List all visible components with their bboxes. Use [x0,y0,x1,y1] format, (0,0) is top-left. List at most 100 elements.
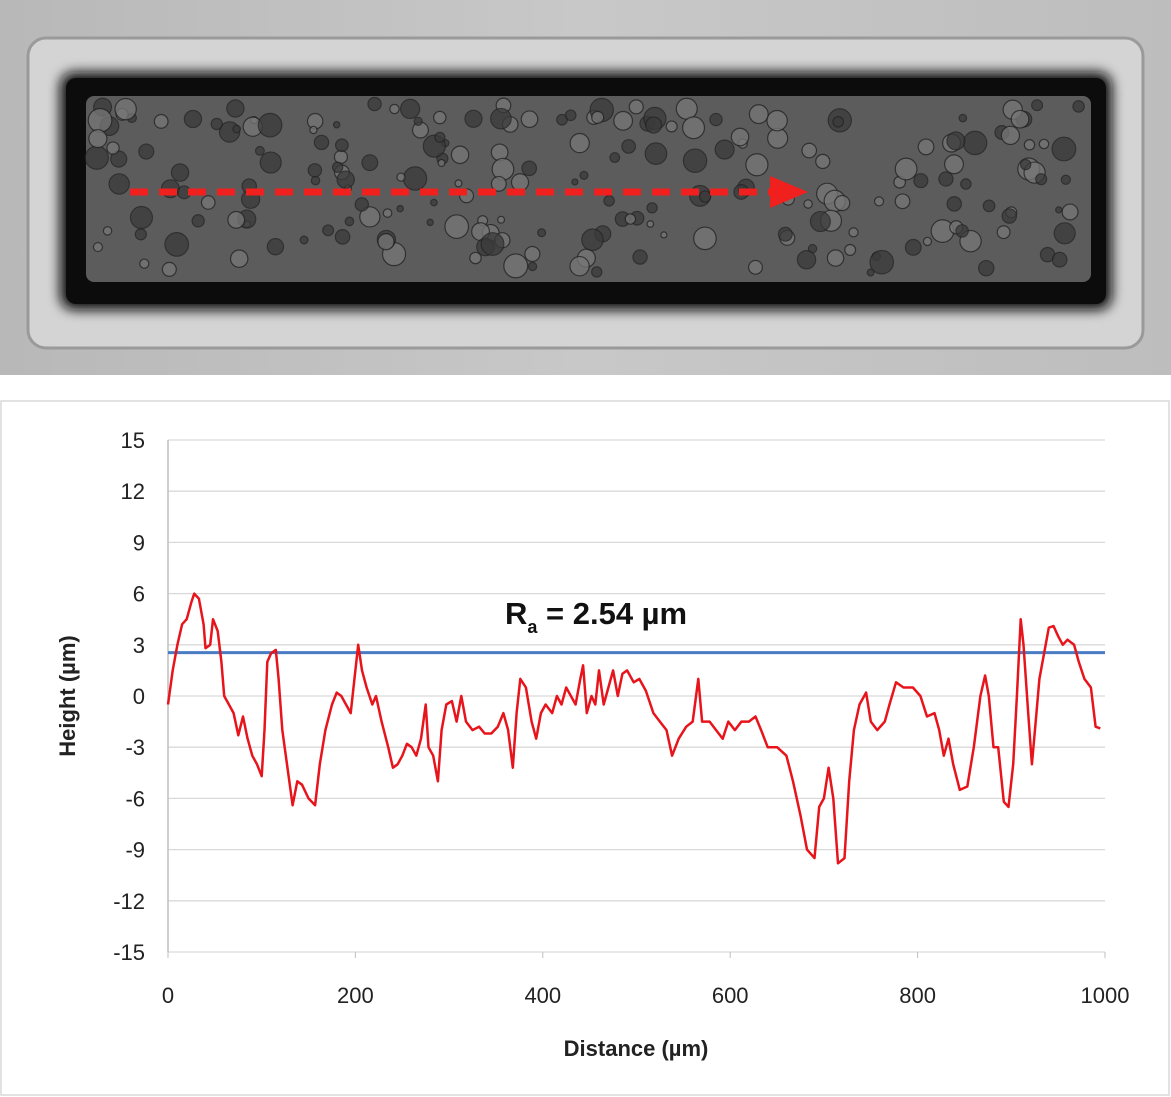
cell [1060,174,1071,185]
cell [621,139,636,154]
x-tick-label: 1000 [1081,983,1130,1008]
ra-symbol: R [505,596,527,631]
cell [569,132,590,154]
cell [332,121,341,129]
cell [571,178,579,186]
y-axis-label: Height (µm) [55,635,80,756]
cell [730,127,750,147]
cell [382,208,393,218]
cell [229,249,249,268]
cell [922,236,933,247]
cell [464,109,483,128]
cell [102,226,113,236]
ra-annotation: Ra = 2.54 µm [505,596,687,637]
cell [402,166,428,191]
cell [996,225,1011,240]
y-tick-label: -15 [113,940,145,965]
cell [982,199,996,213]
cell [138,143,155,160]
cell [958,113,968,123]
cell [389,103,400,115]
y-tick-label: -9 [125,838,145,863]
cell [266,238,285,256]
cell [632,249,648,265]
cell [815,153,831,170]
cell [569,255,590,277]
cell [682,116,706,140]
cell [84,145,109,170]
cell [309,125,318,135]
cell [134,228,147,241]
cell [1072,100,1085,113]
y-tick-label: -3 [125,735,145,760]
chart: 15 12 9 6 3 0 -3 -6 -9 -12 -15 0 200 400 600 800 1000 [113,428,1129,1008]
cell [1035,173,1048,186]
cell [259,151,282,174]
cell [354,197,369,212]
cell [745,153,769,177]
cell [603,195,615,207]
cell [714,139,735,160]
cell [894,157,918,181]
x-tick-label: 0 [162,983,174,1008]
cell [591,110,605,124]
cell [497,215,506,224]
cell [777,226,793,242]
cell [644,142,668,165]
cell [894,193,911,210]
cell [335,138,349,153]
cell [1061,203,1079,221]
cell [334,229,351,245]
cell [336,170,355,189]
cell [978,259,995,277]
cell [917,138,935,156]
ra-value: = 2.54 µm [537,596,687,631]
cell [106,141,120,155]
cell [527,261,538,272]
cell [490,175,507,192]
cell [400,98,421,120]
cell [1023,139,1036,151]
cell [108,173,130,195]
cell [564,109,577,122]
cell [87,107,113,133]
cell [904,238,922,256]
cell [645,116,663,134]
x-tick-label: 200 [337,983,374,1008]
cell [433,110,447,125]
cell [646,202,658,214]
scan-arrow-head [770,176,808,208]
cell [361,154,379,172]
cell [164,232,190,257]
cell [848,227,859,238]
y-tick-label: 3 [133,633,145,658]
cell [698,190,712,203]
cell [299,235,309,245]
cell [520,110,539,129]
cell [510,173,530,192]
cell [646,220,655,228]
cell [524,245,541,263]
cell [396,172,406,182]
cell [834,194,851,212]
cell [693,226,717,251]
cell [232,124,242,134]
cell [591,266,603,278]
cell [227,210,246,229]
cell [709,112,723,127]
cell [832,115,845,128]
cell [1055,206,1063,214]
cell [183,109,203,129]
x-tick-label: 600 [712,983,749,1008]
cell [307,163,323,178]
cell [377,233,395,251]
cell [682,148,708,173]
cell [396,204,404,213]
cell [191,214,205,228]
cell [803,199,813,209]
cell [826,249,845,267]
cell [153,113,169,129]
cell [413,116,423,126]
cell [114,97,137,121]
cell [873,196,885,207]
